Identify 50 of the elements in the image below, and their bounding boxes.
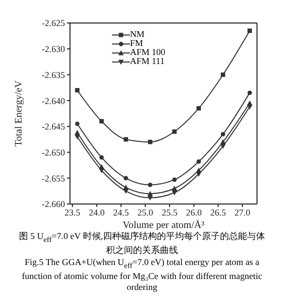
x-tick-label: 26.0	[186, 207, 202, 218]
y-tick-label: -2.645	[42, 122, 66, 132]
point	[196, 159, 201, 164]
point	[248, 28, 252, 33]
point	[75, 122, 80, 126]
point	[172, 186, 178, 191]
legend-label: AFM 100	[130, 47, 166, 57]
point	[172, 129, 177, 134]
y-tick-label: -2.625	[42, 18, 66, 28]
point	[220, 144, 226, 149]
point	[124, 137, 128, 142]
x-tick-label: 27.0	[234, 207, 251, 218]
x-tick-label: 25.0	[137, 207, 154, 218]
point	[220, 139, 226, 144]
point	[220, 72, 226, 77]
point	[99, 119, 104, 124]
point	[247, 104, 252, 110]
point	[196, 106, 201, 111]
y-tick-label: -2.650	[42, 147, 66, 158]
y-axis-title: Total Energy/eV	[14, 80, 25, 147]
point	[196, 172, 202, 177]
point	[74, 134, 80, 140]
point	[220, 132, 226, 136]
x-tick-label: 24.5	[113, 207, 130, 218]
x-axis-title: Volume per atom/Å³	[122, 219, 204, 231]
x-tick-label: 25.5	[162, 207, 178, 218]
y-tick-label: -2.655	[42, 173, 66, 184]
x-tick-label: 23.5	[64, 207, 81, 218]
caption: 图 5 U$_{eff}$=7.0 eV 时候,四种磁序结构的平均每个原子的总能与体积之间的关系曲线	[18, 231, 266, 256]
point	[172, 177, 177, 182]
point	[124, 176, 128, 180]
point	[99, 155, 104, 160]
point	[147, 196, 153, 200]
y-tick-label: -2.635	[42, 70, 66, 80]
caption: Fig.5 The GGA+U(when U$_{eff}$=7.0 eV) total energy per atom as a function of atomic volume for Mg₃Ce with four different magnetic ordering	[20, 256, 264, 293]
point	[248, 90, 252, 96]
x-tick-label: 24.0	[88, 207, 106, 218]
point	[75, 88, 80, 92]
legend-label: FM	[130, 38, 144, 48]
y-tick-label: -2.640	[42, 96, 66, 106]
legend-label: NM	[130, 29, 145, 39]
point	[98, 168, 104, 174]
x-tick-label: 26.5	[210, 207, 227, 218]
y-tick-label: -2.630	[42, 44, 66, 54]
point	[123, 188, 129, 194]
point	[148, 182, 152, 188]
legend-label: AFM 111	[130, 56, 165, 66]
point	[172, 190, 178, 196]
y-tick-label: -2.660	[42, 199, 66, 210]
point	[148, 140, 152, 144]
